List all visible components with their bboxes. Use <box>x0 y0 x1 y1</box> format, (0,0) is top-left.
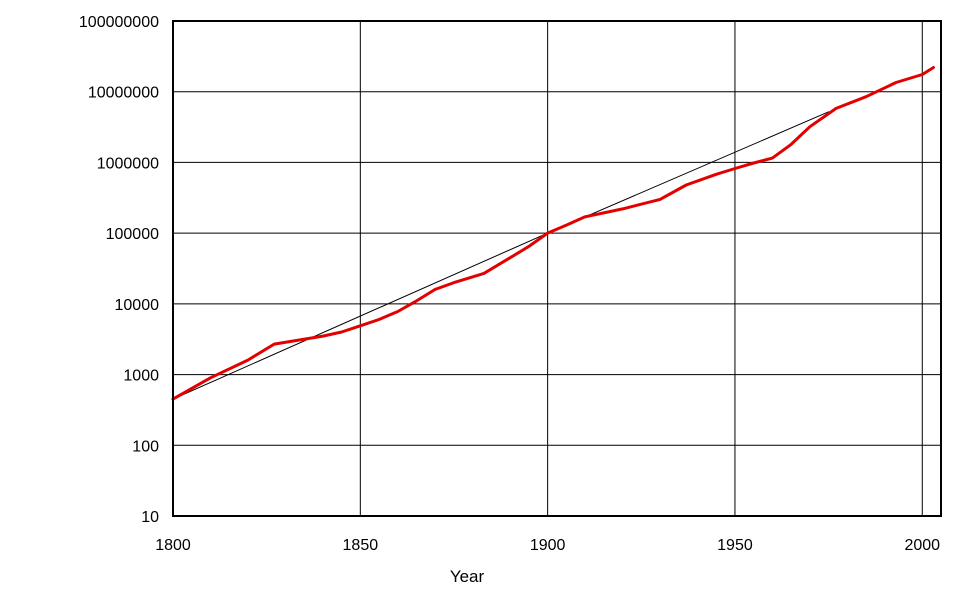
x-tick-label: 1950 <box>717 537 753 554</box>
series-layer <box>171 66 935 401</box>
grid <box>172 20 941 517</box>
x-tick-label: 1900 <box>530 537 566 554</box>
x-tick-label: 1800 <box>155 537 191 554</box>
x-tick-label: 1850 <box>343 537 379 554</box>
y-tick-label: 100000 <box>106 226 159 243</box>
tick-labels: 1800 1850 1900 1950 2000 10 100 1000 10000 100000… <box>79 14 940 554</box>
y-tick-label: 1000000 <box>97 155 159 172</box>
y-tick-label: 100 <box>132 438 159 455</box>
y-tick-label: 10 <box>141 509 159 526</box>
trend-line <box>172 111 830 400</box>
x-tick-label: 2000 <box>904 537 940 554</box>
plot-area-border <box>172 20 942 517</box>
y-tick-label: 10000000 <box>88 85 159 102</box>
data-series-line <box>171 66 935 401</box>
y-tick-label: 1000 <box>123 368 159 385</box>
x-axis-label: Year <box>450 567 485 586</box>
y-tick-label: 100000000 <box>79 14 159 31</box>
y-tick-label: 10000 <box>115 297 160 314</box>
